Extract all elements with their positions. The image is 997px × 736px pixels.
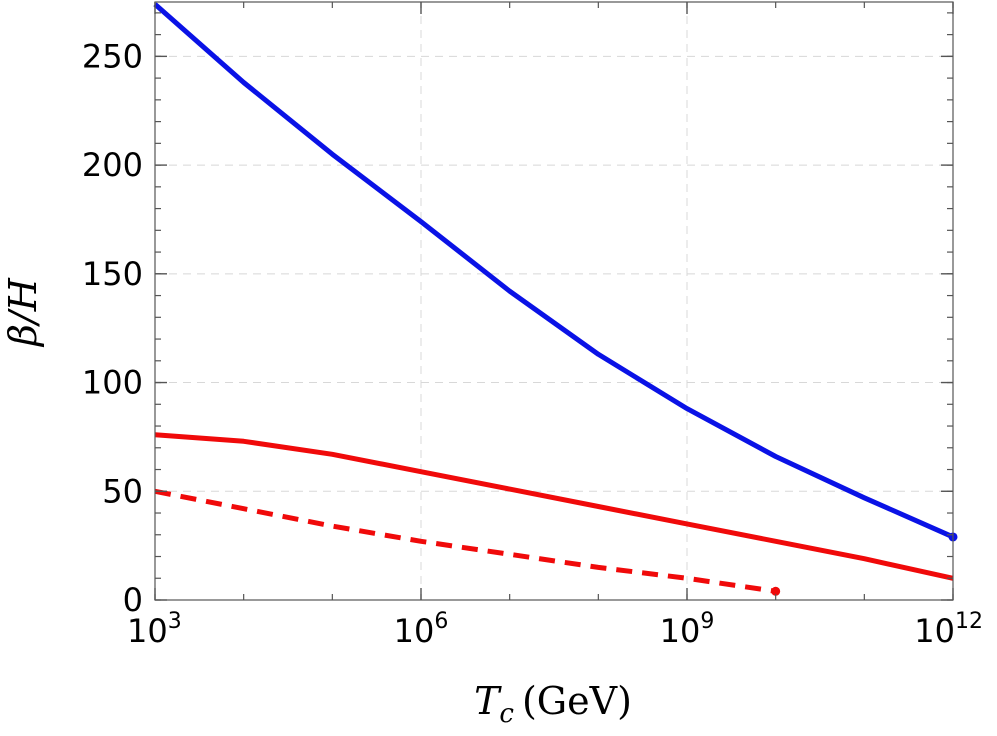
x-axis-label: Tc (GeV): [474, 679, 632, 729]
x-axis-label-unit: (GeV): [522, 679, 632, 723]
x-tick-exp-2: 9: [700, 609, 714, 634]
plot-frame: [154, 1, 954, 601]
series-line-0: [153, 2, 955, 540]
series-group: [153, 2, 958, 596]
x-axis-label-main: T: [474, 679, 502, 723]
series-line-1: [154, 432, 954, 581]
y-axis-label: β/H: [1, 277, 45, 348]
y-tick-label-1: 50: [102, 472, 143, 510]
grid-lines: [154, 2, 954, 601]
y-axis-ticks: 0 50 100 150 200 250: [82, 12, 953, 619]
x-axis-ticks: 103 106 109 1012: [127, 2, 983, 650]
y-tick-label-0: 0: [123, 581, 143, 619]
x-tick-label-2: 109: [660, 609, 715, 650]
x-tick-base-0: 10: [127, 612, 168, 650]
x-tick-base-1: 10: [394, 612, 435, 650]
x-tick-base-2: 10: [660, 612, 701, 650]
x-tick-base-3: 10: [914, 612, 955, 650]
x-tick-label-1: 106: [394, 609, 449, 650]
y-tick-label-3: 150: [82, 255, 143, 293]
series-line-2: [154, 488, 777, 594]
y-tick-label-2: 100: [82, 364, 143, 402]
series-end-point-2: [771, 586, 781, 596]
y-tick-label-5: 250: [82, 37, 143, 75]
x-axis-label-sub: c: [499, 699, 514, 729]
plot-border: [154, 1, 954, 601]
x-tick-label-0: 103: [127, 609, 182, 650]
x-tick-exp-0: 3: [168, 609, 182, 634]
x-tick-exp-1: 6: [434, 609, 448, 634]
y-tick-label-4: 200: [82, 146, 143, 184]
x-tick-exp-3: 12: [955, 609, 983, 634]
x-tick-label-3: 1012: [914, 609, 983, 650]
